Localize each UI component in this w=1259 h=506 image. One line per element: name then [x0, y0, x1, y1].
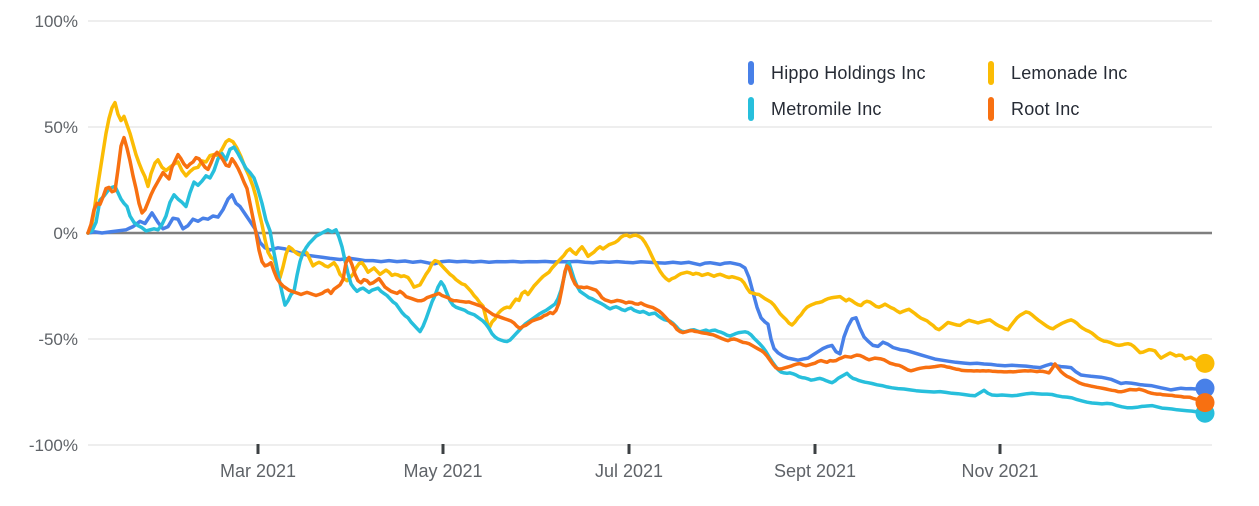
x-axis-label: Sept 2021 [774, 461, 856, 481]
legend-item-lemonade: Lemonade Inc [988, 61, 1127, 85]
legend-item-hippo: Hippo Holdings Inc [748, 61, 988, 85]
y-axis-label: -100% [29, 436, 78, 455]
legend-item-metromile: Metromile Inc [748, 97, 988, 121]
x-axis-label: Jul 2021 [595, 461, 663, 481]
root-series-swatch-icon [988, 97, 994, 121]
x-axis-label: Nov 2021 [961, 461, 1038, 481]
chart-legend: Hippo Holdings Inc Lemonade Inc Metromil… [748, 60, 1178, 132]
legend-label-hippo: Hippo Holdings Inc [771, 62, 926, 83]
series-line [86, 193, 1207, 392]
series-line [86, 145, 1207, 415]
series-line [86, 100, 1207, 366]
lemonade-series-swatch-icon [988, 61, 994, 85]
y-axis-label: -50% [38, 330, 78, 349]
x-axis-label: May 2021 [403, 461, 482, 481]
x-axis-label: Mar 2021 [220, 461, 296, 481]
legend-item-root: Root Inc [988, 97, 1080, 121]
legend-row-2: Metromile Inc Root Inc [748, 96, 1178, 122]
series-end-dot [1195, 378, 1215, 398]
y-axis-label: 50% [44, 118, 78, 137]
series-end-dot [1195, 353, 1215, 373]
hippo-series-swatch-icon [748, 61, 754, 85]
legend-label-root: Root Inc [1011, 98, 1080, 119]
series-end-dot [1195, 393, 1215, 413]
series-line [86, 135, 1207, 405]
legend-label-metromile: Metromile Inc [771, 98, 882, 119]
y-axis-label: 100% [35, 12, 78, 31]
legend-label-lemonade: Lemonade Inc [1011, 62, 1128, 83]
legend-row-1: Hippo Holdings Inc Lemonade Inc [748, 60, 1178, 86]
y-axis-label: 0% [53, 224, 78, 243]
metromile-series-swatch-icon [748, 97, 754, 121]
